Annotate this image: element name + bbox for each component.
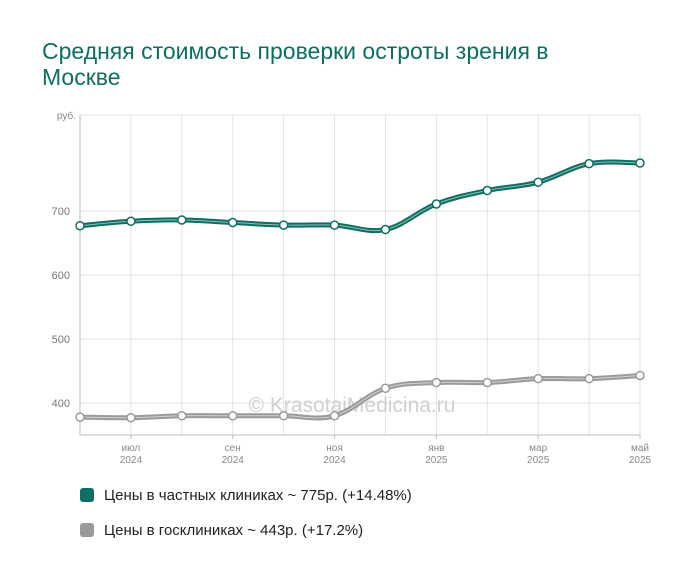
legend: Цены в частных клиниках ~ 775р. (+14.48%… — [80, 484, 412, 554]
x-tick-year: 2024 — [120, 455, 143, 466]
legend-item-public[interactable]: Цены в госклиниках ~ 443р. (+17.2%) — [80, 519, 412, 541]
legend-swatch-public — [80, 523, 94, 537]
data-point-0 — [380, 224, 391, 235]
x-tick-year: 2025 — [527, 455, 550, 466]
y-tick-label: 700 — [52, 206, 70, 218]
data-point-1 — [635, 370, 645, 381]
data-point-1 — [533, 373, 543, 384]
y-axis-label: руб. — [57, 110, 76, 122]
x-tick-year: 2024 — [222, 455, 245, 466]
data-point-1 — [278, 411, 289, 421]
y-tick-label: 400 — [52, 398, 70, 410]
legend-label-private: Цены в частных клиниках ~ 775р. (+14.48%… — [104, 486, 412, 504]
y-tick-label: 600 — [52, 270, 70, 282]
line-chart: 400500600700руб.июл2024сен2024ноя2024янв… — [52, 110, 652, 466]
data-point-0 — [533, 177, 543, 187]
x-tick-month: мар — [529, 443, 547, 454]
data-point-1 — [482, 377, 493, 388]
data-point-0 — [329, 220, 340, 230]
legend-swatch-private — [80, 488, 94, 502]
x-tick-year: 2025 — [425, 455, 448, 466]
y-tick-label: 500 — [52, 334, 70, 346]
data-point-1 — [329, 411, 340, 421]
x-tick-month: сен — [225, 443, 241, 454]
data-point-1 — [431, 377, 442, 388]
data-point-0 — [227, 217, 238, 228]
data-point-0 — [75, 220, 85, 231]
series-line-highlight-0 — [79, 161, 641, 232]
data-point-0 — [126, 216, 136, 226]
grid — [79, 114, 641, 435]
x-tick-month: май — [631, 443, 649, 454]
data-point-0 — [584, 158, 594, 169]
data-point-0 — [431, 199, 442, 209]
data-point-0 — [177, 215, 187, 225]
data-point-0 — [278, 220, 289, 230]
data-point-0 — [635, 158, 645, 168]
data-point-1 — [227, 411, 238, 421]
axes: 400500600700руб.июл2024сен2024ноя2024янв… — [52, 110, 652, 466]
legend-item-private[interactable]: Цены в частных клиниках ~ 775р. (+14.48%… — [80, 484, 412, 506]
data-point-0 — [482, 185, 493, 196]
data-point-1 — [126, 412, 136, 423]
data-point-1 — [584, 373, 594, 384]
series-group — [75, 158, 645, 423]
x-tick-year: 2025 — [629, 455, 652, 466]
data-point-1 — [177, 411, 187, 421]
data-point-1 — [75, 412, 85, 422]
data-point-1 — [380, 383, 391, 394]
legend-label-public: Цены в госклиниках ~ 443р. (+17.2%) — [104, 521, 364, 539]
x-tick-month: ноя — [326, 443, 343, 454]
x-tick-year: 2024 — [323, 455, 346, 466]
chart-title: Средняя стоимость проверки остроты зрени… — [42, 38, 549, 90]
x-tick-month: янв — [428, 443, 444, 454]
x-tick-month: июл — [122, 443, 141, 454]
